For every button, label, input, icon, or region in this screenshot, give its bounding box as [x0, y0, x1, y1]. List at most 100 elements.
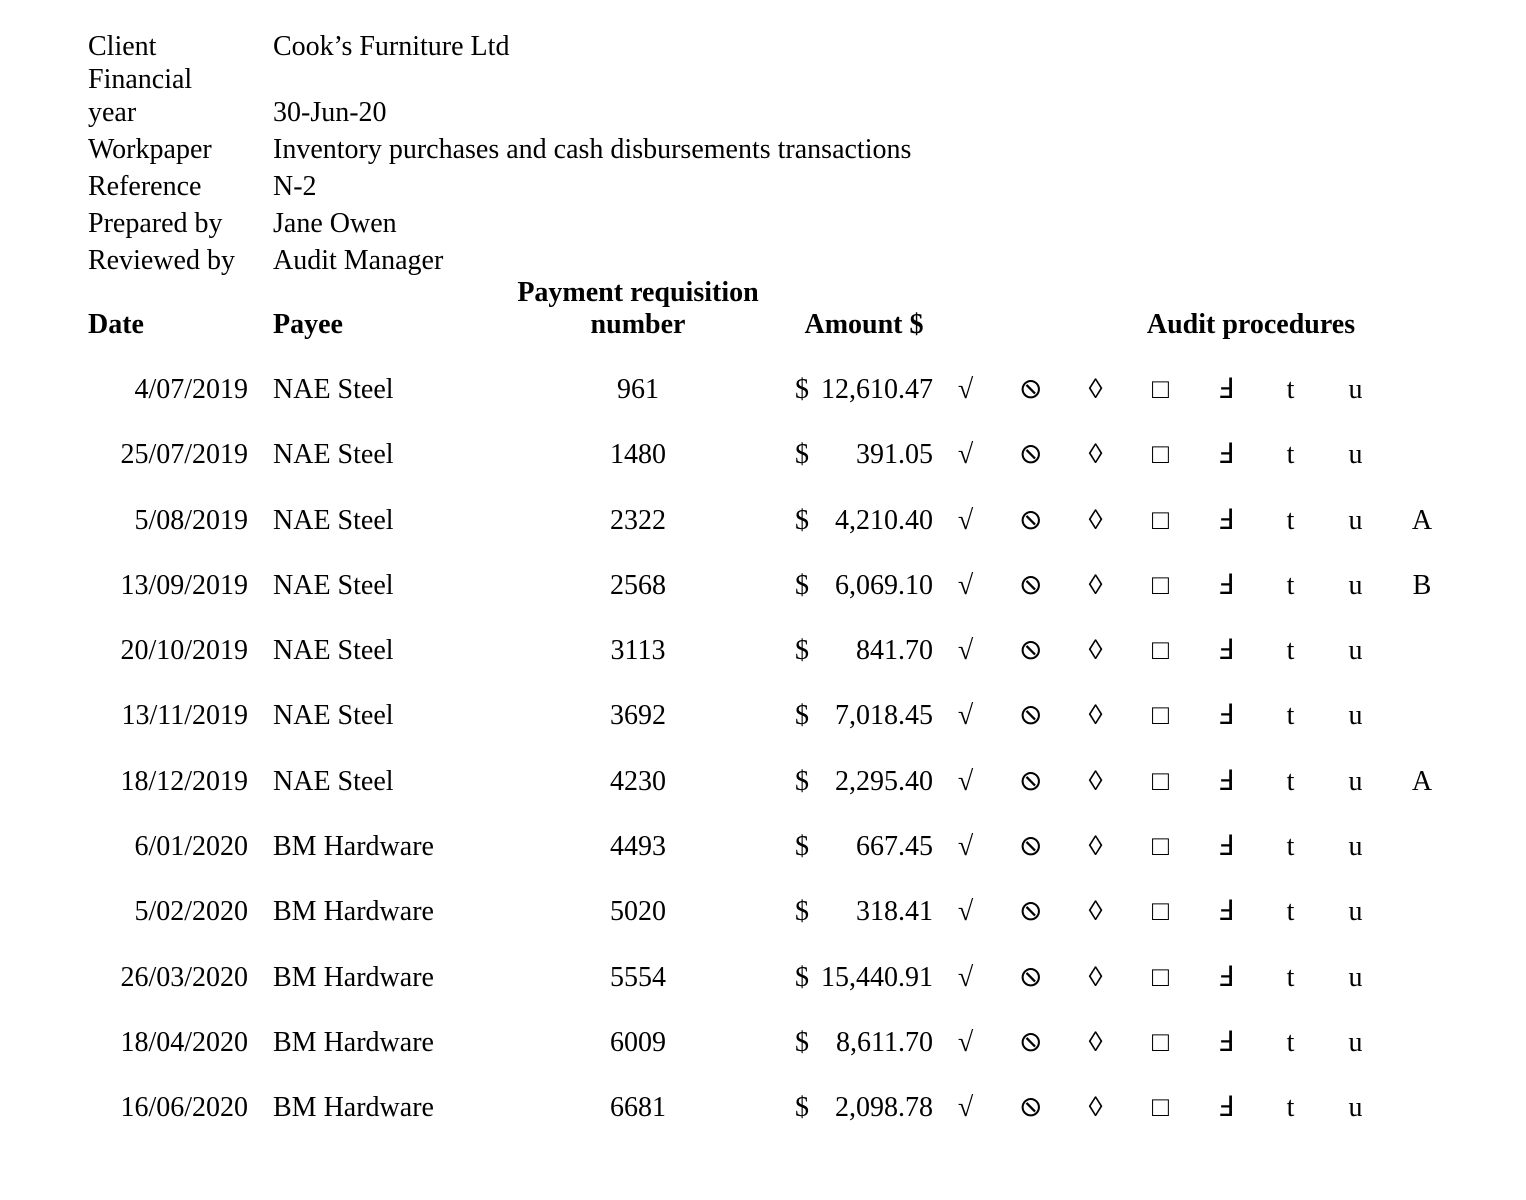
meta-row-workpaper: Workpaper Inventory purchases and cash d…	[88, 129, 1526, 166]
tickmark-circle-slash-cell: ⊘	[998, 570, 1063, 601]
tickmark-turned-f-icon: Ⅎ	[1217, 700, 1234, 732]
requisition-number-cell: 2568	[610, 569, 666, 601]
tickmark-lozenge-icon: ◊	[1088, 504, 1103, 536]
audit-procedures-column-header: Audit procedures	[1146, 309, 1356, 340]
tickmark-lozenge-icon: ◊	[1088, 831, 1103, 863]
currency-symbol: $	[795, 374, 809, 405]
tickmark-circle-slash-icon: ⊘	[1018, 504, 1043, 536]
tickmark-u-icon: u	[1348, 1092, 1363, 1124]
date-cell: 13/11/2019	[121, 700, 248, 732]
requisition-number-cell: 961	[617, 374, 659, 405]
tickmark-checkmark-icon: √	[957, 700, 974, 732]
amount-value: 667.45	[856, 831, 933, 863]
tickmark-circle-slash-cell: ⊘	[998, 765, 1063, 797]
date-cell: 18/12/2019	[120, 765, 248, 797]
tickmark-lozenge-icon: ◊	[1088, 700, 1103, 732]
amount-cell: $ 667.45	[728, 832, 933, 862]
amount-value: 12,610.47	[821, 374, 933, 405]
tickmark-circle-slash-cell: ⊘	[998, 1092, 1063, 1124]
date-column-header: Date	[88, 309, 144, 340]
currency-symbol: $	[795, 765, 809, 797]
payee-cell: BM Hardware	[273, 896, 434, 928]
amount-value: 8,611.70	[836, 1026, 933, 1058]
meta-row-reference: Reference N-2	[88, 166, 1526, 203]
meta-row-prepared-by: Prepared by Jane Owen	[88, 203, 1526, 240]
currency-symbol: $	[795, 1026, 809, 1058]
tickmark-square-icon: □	[1152, 635, 1169, 667]
requisition-number-cell: 6009	[610, 1026, 666, 1058]
table-row: 6/01/2020 BM Hardware 4493 $ 667.45 √ ⊘ …	[88, 831, 1526, 897]
payee-cell: NAE Steel	[273, 504, 394, 536]
amount-value: 6,069.10	[835, 569, 933, 601]
tickmark-turned-f-icon: Ⅎ	[1217, 896, 1234, 928]
workpaper-label: Workpaper	[88, 134, 212, 165]
tickmark-square-icon: □	[1152, 765, 1169, 797]
tickmark-lozenge-icon: ◊	[1088, 635, 1103, 667]
amount-cell: $ 4,210.40	[728, 504, 933, 536]
tickmark-u-icon: u	[1348, 374, 1363, 405]
currency-symbol: $	[795, 635, 809, 667]
tickmark-turned-f-icon: Ⅎ	[1217, 831, 1234, 863]
tickmark-turned-f-icon: Ⅎ	[1217, 374, 1234, 405]
tickmark-checkmark-icon: √	[957, 831, 974, 863]
amount-cell: $ 12,610.47	[728, 375, 933, 405]
tickmark-circle-slash-cell: ⊘	[998, 635, 1063, 666]
requisition-number-cell: 2322	[610, 504, 666, 536]
amount-cell: $ 841.70	[728, 636, 933, 666]
requisition-number-cell: 3113	[610, 635, 666, 667]
tickmark-circle-slash-icon: ⊘	[1018, 439, 1043, 471]
date-cell: 20/10/2019	[120, 635, 248, 667]
currency-symbol: $	[795, 569, 809, 601]
amount-value: 15,440.91	[821, 961, 933, 993]
tickmark-circle-slash-cell: ⊘	[998, 439, 1063, 471]
payee-column-header: Payee	[273, 309, 343, 340]
date-cell: 25/07/2019	[120, 439, 248, 471]
tickmark-u-icon: u	[1348, 635, 1363, 667]
tickmark-u-icon: u	[1348, 1026, 1363, 1058]
date-cell: 26/03/2020	[120, 961, 248, 993]
date-cell: 16/06/2020	[120, 1092, 248, 1124]
tickmark-lozenge-icon: ◊	[1088, 569, 1103, 601]
note-cell: A	[1411, 504, 1433, 536]
client-value: Cook’s Furniture Ltd	[273, 31, 510, 62]
payee-cell: NAE Steel	[273, 700, 394, 732]
tickmark-turned-f-icon: Ⅎ	[1217, 569, 1234, 601]
tickmark-circle-slash-cell: ⊘	[998, 962, 1063, 993]
amount-column-header: Amount $	[804, 309, 924, 340]
requisition-number-cell: 4493	[610, 831, 666, 863]
requisition-header-line1: Payment requisition	[517, 277, 759, 308]
table-body: 4/07/2019 NAE Steel 961 $ 12,610.47 √ ⊘ …	[0, 374, 1526, 1159]
payee-cell: BM Hardware	[273, 831, 434, 863]
amount-value: 841.70	[856, 635, 933, 667]
tickmark-square-icon: □	[1152, 504, 1169, 536]
amount-cell: $ 6,069.10	[728, 569, 933, 601]
tickmark-circle-slash-icon: ⊘	[1018, 1092, 1043, 1124]
amount-cell: $ 2,295.40	[728, 765, 933, 797]
financial-year-value: 30-Jun-20	[273, 97, 387, 128]
tickmark-checkmark-icon: √	[957, 569, 974, 601]
tickmark-turned-f-icon: Ⅎ	[1217, 1092, 1234, 1124]
tickmark-turned-f-icon: Ⅎ	[1217, 439, 1234, 471]
tickmark-u-icon: u	[1348, 896, 1363, 928]
tickmark-t-icon: t	[1286, 569, 1295, 601]
tickmark-t-icon: t	[1286, 1092, 1295, 1124]
amount-cell: $ 8,611.70	[728, 1026, 933, 1058]
tickmark-lozenge-icon: ◊	[1088, 374, 1103, 405]
currency-symbol: $	[795, 700, 809, 732]
workpaper-value: Inventory purchases and cash disbursemen…	[273, 134, 912, 165]
tickmark-circle-slash-icon: ⊘	[1018, 765, 1043, 797]
requisition-number-cell: 4230	[610, 765, 666, 797]
tickmark-checkmark-icon: √	[957, 1026, 974, 1058]
amount-value: 7,018.45	[835, 700, 933, 732]
tickmark-circle-slash-cell: ⊘	[998, 700, 1063, 731]
tickmark-square-icon: □	[1152, 439, 1169, 471]
currency-symbol: $	[795, 961, 809, 993]
amount-value: 2,098.78	[835, 1092, 933, 1124]
tickmark-circle-slash-icon: ⊘	[1018, 374, 1043, 405]
tickmark-u-icon: u	[1348, 765, 1363, 797]
date-cell: 4/07/2019	[134, 374, 248, 405]
table-row: 18/04/2020 BM Hardware 6009 $ 8,611.70 √…	[88, 1026, 1526, 1093]
audit-workpaper-page: Client Cook’s Furniture Ltd Financial ye…	[0, 31, 1526, 1159]
date-cell: 6/01/2020	[134, 831, 248, 863]
currency-symbol: $	[795, 504, 809, 536]
